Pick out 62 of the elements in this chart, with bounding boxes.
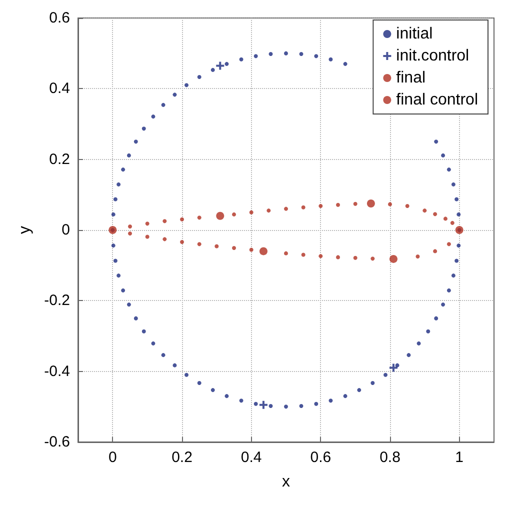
point bbox=[443, 216, 448, 221]
y-tick-label: 0.6 bbox=[49, 10, 70, 26]
point bbox=[353, 202, 358, 206]
point bbox=[232, 246, 236, 250]
point bbox=[416, 254, 420, 258]
point bbox=[128, 224, 132, 228]
point bbox=[197, 242, 202, 246]
y-tick-label: -0.6 bbox=[44, 434, 70, 450]
point bbox=[301, 205, 306, 210]
point bbox=[388, 202, 392, 206]
point bbox=[336, 255, 340, 260]
point bbox=[259, 247, 268, 256]
point bbox=[216, 212, 224, 220]
point bbox=[422, 208, 427, 213]
y-tick-label: -0.2 bbox=[44, 292, 70, 310]
point bbox=[162, 237, 167, 242]
legend-label: final control bbox=[396, 92, 478, 108]
point bbox=[216, 62, 224, 70]
point bbox=[389, 254, 398, 263]
point bbox=[433, 249, 438, 254]
x-tick-label: 0.8 bbox=[380, 449, 400, 466]
x-tick-label: 0.6 bbox=[310, 449, 332, 466]
point bbox=[145, 222, 150, 226]
point bbox=[232, 212, 236, 216]
point bbox=[180, 217, 184, 222]
point bbox=[259, 400, 268, 409]
x-tick-label: 0 bbox=[108, 449, 117, 466]
point bbox=[284, 251, 288, 256]
point bbox=[301, 252, 306, 257]
point bbox=[353, 256, 358, 260]
point bbox=[405, 204, 410, 208]
legend-label: final bbox=[396, 70, 426, 86]
x-tick-label: 1 bbox=[455, 449, 464, 466]
point bbox=[446, 242, 451, 246]
point bbox=[249, 248, 254, 252]
point bbox=[433, 212, 438, 216]
point bbox=[318, 204, 323, 208]
y-tick-label: -0.4 bbox=[44, 362, 70, 380]
point bbox=[128, 232, 132, 236]
point bbox=[145, 234, 150, 239]
point bbox=[370, 256, 375, 261]
point bbox=[366, 200, 375, 208]
x-tick-label: 0.2 bbox=[172, 449, 192, 466]
point bbox=[284, 206, 288, 211]
point bbox=[214, 244, 219, 248]
legend-label: init.control bbox=[396, 48, 470, 64]
y-axis-title: y bbox=[16, 226, 34, 234]
point bbox=[197, 216, 202, 220]
point bbox=[318, 254, 323, 258]
y-tick-label: 0 bbox=[62, 222, 70, 238]
x-axis-title: x bbox=[282, 474, 290, 490]
point bbox=[180, 240, 184, 244]
point bbox=[266, 208, 271, 213]
point bbox=[249, 210, 254, 214]
point bbox=[450, 220, 454, 225]
y-tick-label: 0.2 bbox=[49, 150, 70, 168]
point bbox=[162, 219, 167, 224]
x-tick-label: 0.4 bbox=[240, 449, 262, 466]
point bbox=[336, 202, 340, 207]
point bbox=[389, 364, 398, 372]
legend-label: initial bbox=[396, 26, 433, 42]
y-tick-label: 0.4 bbox=[49, 80, 70, 98]
